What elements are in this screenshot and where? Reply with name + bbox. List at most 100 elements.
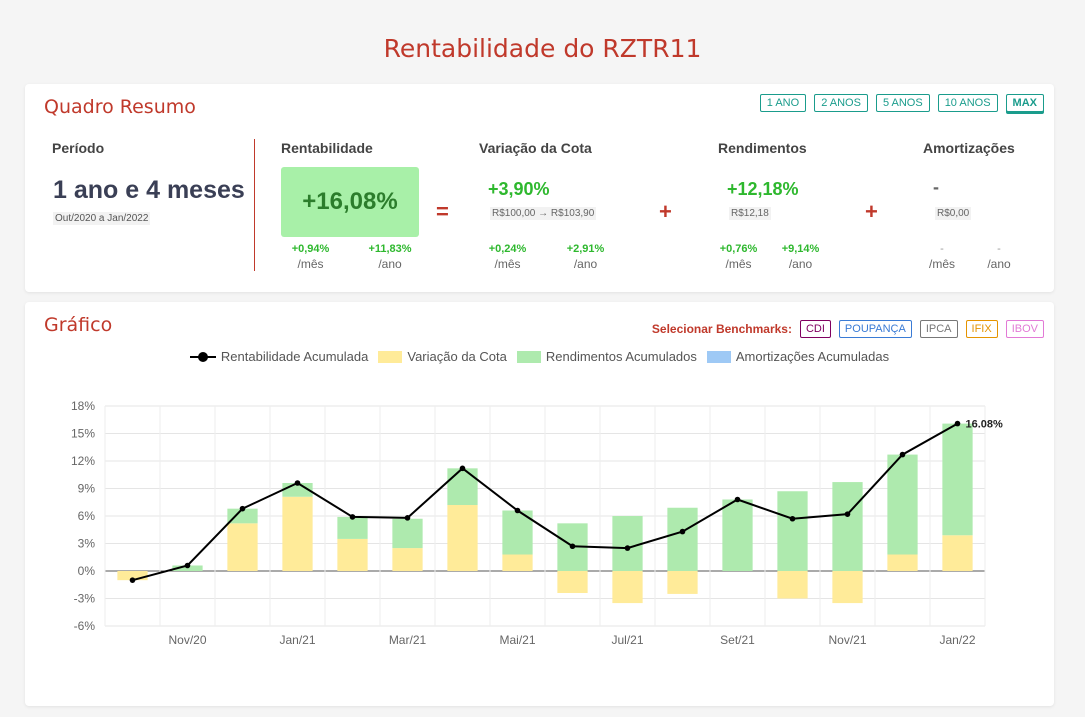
y-tick-label: -6% [74, 619, 96, 633]
amortizacoes-ano-unit: /ano [987, 257, 1011, 271]
variacao-bar [392, 548, 423, 571]
y-tick-label: 6% [78, 509, 96, 523]
rendimentos-bar [447, 468, 478, 505]
rendimentos-swatch-icon [516, 350, 541, 363]
graph-card: Gráfico Selecionar Benchmarks: CDI POUPA… [25, 302, 1054, 706]
rendimentos-ano-value: +9,14% [781, 243, 820, 255]
benchmark-ibov-button[interactable]: IBOV [1005, 320, 1044, 338]
period-1-ano-button[interactable]: 1 ANO [759, 94, 807, 112]
y-tick-label: 18% [71, 399, 95, 413]
rentabilidade-point [129, 577, 136, 583]
period-2-anos-button[interactable]: 2 ANOS [814, 94, 868, 112]
period-max-button[interactable]: MAX [1005, 94, 1044, 112]
rendimentos-bar [722, 499, 753, 571]
rentabilidade-point [239, 505, 246, 512]
x-tick-label: Nov/21 [828, 633, 866, 647]
x-tick-label: Mar/21 [389, 633, 427, 647]
variacao-bar [282, 496, 313, 571]
amortizacoes-mes-unit: /mês [928, 257, 955, 271]
rendimentos-bar [337, 516, 368, 539]
benchmark-ipca-button[interactable]: IPCA [919, 320, 958, 338]
amortizacoes-ano: - /ano [977, 242, 1021, 272]
line-marker-icon [189, 351, 216, 363]
rentabilidade-point [349, 514, 356, 520]
variacao-bar [337, 538, 368, 571]
plus-sign-1: + [659, 199, 672, 224]
y-tick-label: 0% [78, 564, 96, 578]
amortizacoes-swatch-icon [706, 350, 731, 363]
rentabilidade-ano: +11,83% /ano [361, 242, 419, 272]
rendimentos-mes-unit: /mês [725, 257, 752, 271]
benchmark-cdi-button[interactable]: CDI [799, 320, 831, 338]
amortizacoes-ano-value: - [997, 243, 1001, 255]
legend-rentabilidade-label: Rentabilidade Acumulada [220, 349, 369, 364]
variacao-bar [777, 571, 808, 599]
legend-amortizacoes[interactable]: Amortizações Acumuladas [706, 349, 890, 364]
rentabilidade-point [844, 511, 851, 517]
variacao-mes-value: +0,24% [488, 243, 527, 255]
benchmark-ifix-button[interactable]: IFIX [965, 320, 998, 338]
x-tick-label: Jan/22 [939, 633, 975, 647]
periodo-label: Período [52, 140, 105, 156]
x-tick-label: Nov/20 [168, 633, 206, 647]
rentabilidade-ano-value: +11,83% [368, 243, 412, 255]
rentabilidade-mes: +0,94% /mês [283, 242, 338, 272]
variacao-label: Variação da Cota [479, 140, 592, 156]
variacao-bar [557, 571, 588, 593]
rendimentos-bar [667, 507, 698, 571]
rendimentos-ano-unit: /ano [788, 257, 813, 271]
variacao-ano-value: +2,91% [566, 243, 605, 255]
variacao-value: +3,90% [488, 179, 550, 199]
rendimentos-detail: R$12,18 [729, 207, 771, 220]
rentabilidade-point [899, 451, 906, 458]
y-tick-label: 3% [78, 537, 96, 551]
rendimentos-bar [392, 518, 423, 549]
rendimentos-bar [777, 491, 808, 571]
legend-rendimentos-label: Rendimentos Acumulados [545, 349, 697, 364]
benchmark-poupanca-button[interactable]: POUPANÇA [838, 320, 912, 338]
legend-rentabilidade[interactable]: Rentabilidade Acumulada [189, 349, 369, 364]
rentabilidade-point [569, 543, 576, 550]
variacao-bar [227, 523, 258, 571]
rendimentos-value: +12,18% [727, 179, 799, 199]
rentabilidade-chart: 18% 15% 12% 9% 6% 3% 0% -3% -6% Nov/20 Jan/21 Mar/2… [71, 399, 1003, 647]
page-title: Rentabilidade do RZTR11 [383, 34, 702, 63]
rendimentos-label: Rendimentos [718, 140, 807, 156]
legend-rendimentos[interactable]: Rendimentos Acumulados [516, 349, 697, 364]
rentabilidade-value: +16,08% [281, 167, 419, 237]
rentabilidade-point [734, 496, 741, 503]
equals-sign: = [436, 199, 449, 224]
summary-title: Quadro Resumo [44, 96, 196, 118]
variacao-bar [612, 571, 643, 604]
legend-variacao[interactable]: Variação da Cota [378, 349, 507, 364]
benchmark-selector: Selecionar Benchmarks: CDI POUPANÇA IPCA… [652, 320, 1044, 338]
x-tick-label: Jan/21 [279, 633, 315, 647]
rentabilidade-label: Rentabilidade [281, 140, 373, 156]
variacao-bar [887, 554, 918, 571]
summary-card: Quadro Resumo 1 ANO 2 ANOS 5 ANOS 10 ANO… [25, 84, 1054, 292]
amortizacoes-value: - [933, 177, 939, 197]
variacao-bar [667, 571, 698, 594]
rendimentos-mes: +0,76% /mês [711, 242, 766, 272]
rentabilidade-point [404, 515, 411, 521]
legend-variacao-label: Variação da Cota [407, 349, 507, 364]
rentabilidade-point [624, 545, 631, 551]
rentabilidade-line [132, 422, 958, 582]
variacao-detail: R$100,00 → R$103,90 [490, 207, 597, 220]
rendimentos-bar [887, 454, 918, 555]
legend-amortizacoes-label: Amortizações Acumuladas [735, 349, 890, 364]
y-tick-label: 12% [71, 454, 95, 468]
rentabilidade-point [459, 465, 466, 472]
divider [254, 139, 255, 271]
rendimentos-bar [942, 423, 973, 536]
rentabilidade-point [184, 562, 191, 569]
variacao-bar [117, 571, 148, 581]
variacao-ano-unit: /ano [573, 257, 598, 271]
rentabilidade-point [514, 507, 521, 514]
variacao-ano: +2,91% /ano [558, 242, 613, 272]
x-tick-label: Mai/21 [499, 633, 535, 647]
period-10-anos-button[interactable]: 10 ANOS [937, 94, 998, 112]
amortizacoes-label: Amortizações [923, 140, 1015, 156]
benchmark-label: Selecionar Benchmarks: [651, 322, 792, 336]
period-5-anos-button[interactable]: 5 ANOS [875, 94, 930, 112]
